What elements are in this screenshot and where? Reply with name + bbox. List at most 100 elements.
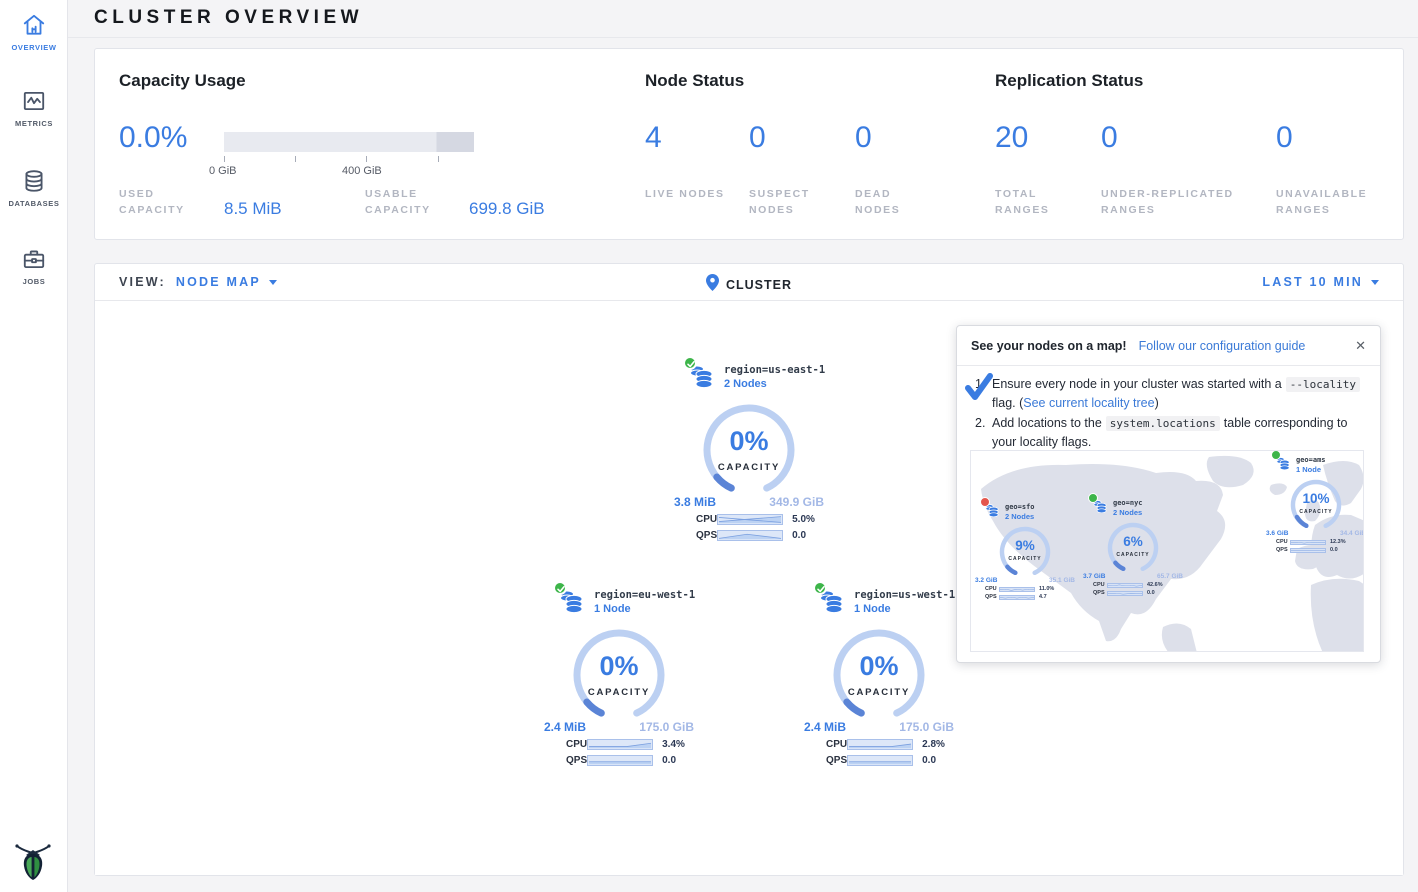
capacity-usage-title: Capacity Usage [119, 71, 246, 90]
qps-value: 0.0 [1330, 547, 1338, 553]
cpu-sparkline [847, 739, 914, 750]
dead-nodes-value: 0 [855, 121, 872, 154]
capacity-percent: 10% [1302, 491, 1330, 506]
node-live-check-icon [1088, 493, 1098, 503]
locality-tree-link[interactable]: See current locality tree [1023, 396, 1155, 411]
home-icon [0, 12, 68, 38]
capacity-used: 3.2 GiB [975, 577, 998, 584]
sidebar: OVERVIEW METRICS DATABASES [0, 0, 68, 892]
time-range-value: LAST 10 MIN [1262, 275, 1363, 289]
page-title: CLUSTER OVERVIEW [94, 7, 364, 28]
databases-group-icon [683, 356, 715, 389]
world-map-graphic [981, 455, 1363, 651]
qps-sparkline [847, 755, 914, 766]
node-map-area: region=us-east-1 2 Nodes 0% CAPACITY 3.8… [95, 301, 1403, 875]
step-text: flag. ( [992, 396, 1024, 411]
close-icon[interactable]: ✕ [1355, 337, 1366, 353]
capacity-total: 175.0 GiB [899, 720, 954, 734]
sidebar-item-label: OVERVIEW [11, 43, 57, 52]
popup-header: See your nodes on a map! Follow our conf… [957, 326, 1380, 366]
region-gauge-eu-west-1[interactable]: region=eu-west-1 1 Node 0% CAPACITY 2.4 … [544, 581, 696, 766]
capacity-total: 349.9 GiB [769, 495, 824, 509]
capacity-tick [224, 156, 225, 162]
qps-label: QPS [985, 594, 997, 600]
cpu-sparkline [1107, 582, 1143, 588]
capacity-used: 3.6 GiB [1266, 530, 1289, 537]
databases-group-icon [1088, 493, 1108, 514]
cpu-label: CPU [566, 739, 588, 750]
qps-sparkline [587, 755, 654, 766]
step-text: Add locations to the [992, 415, 1102, 430]
chevron-down-icon [1371, 279, 1379, 285]
region-name: region=eu-west-1 [594, 589, 696, 601]
popup-title: See your nodes on a map! [971, 338, 1127, 353]
capacity-label: CAPACITY [847, 687, 911, 698]
databases-group-icon [553, 581, 585, 614]
used-capacity-label: USED CAPACITY [119, 188, 185, 217]
region-gauge-us-east-1[interactable]: region=us-east-1 2 Nodes 0% CAPACITY 3.8… [674, 356, 825, 541]
capacity-tick-label-start: 0 GiB [209, 165, 237, 177]
capacity-total: 34.4 GiB [1339, 530, 1364, 537]
view-mode-dropdown[interactable]: NODE MAP [176, 275, 277, 289]
capacity-used: 3.7 GiB [1083, 573, 1106, 580]
node-status-title: Node Status [645, 71, 745, 90]
live-nodes-value: 4 [645, 121, 662, 154]
capacity-tick [295, 156, 296, 162]
region-node-count-link[interactable]: 1 Node [854, 603, 891, 615]
capacity-total: 65.7 GiB [1156, 573, 1183, 580]
capacity-percent: 9% [1015, 538, 1035, 553]
under-replicated-value: 0 [1101, 121, 1118, 154]
step-number: 2. [975, 415, 986, 430]
sidebar-item-overview[interactable]: OVERVIEW [0, 12, 68, 52]
sidebar-item-jobs[interactable]: JOBS [0, 246, 68, 286]
capacity-used: 3.8 MiB [674, 495, 717, 509]
cpu-sparkline [1290, 539, 1326, 545]
capacity-label: CAPACITY [1299, 509, 1333, 515]
capacity-used: 2.4 MiB [804, 720, 847, 734]
capacity-gauge-arc [833, 629, 925, 717]
config-step-2: 2. Add locations to the system.locations t… [975, 414, 1364, 453]
breadcrumb[interactable]: CLUSTER [95, 274, 1403, 296]
cpu-sparkline [717, 514, 784, 525]
cpu-label: CPU [1093, 582, 1105, 588]
qps-sparkline [1107, 590, 1143, 596]
node-live-check-icon [553, 581, 567, 595]
system-locations-code: system.locations [1105, 415, 1220, 431]
cpu-sparkline [999, 586, 1035, 592]
cockroachdb-logo [13, 838, 53, 882]
databases-group-icon [980, 497, 1000, 518]
replication-status-title: Replication Status [995, 71, 1144, 90]
capacity-tick-label-mid: 400 GiB [342, 165, 382, 177]
region-gauge-us-west-1[interactable]: region=us-west-1 1 Node 0% CAPACITY 2.4 … [804, 581, 955, 766]
cpu-sparkline [587, 739, 654, 750]
sidebar-item-databases[interactable]: DATABASES [0, 168, 68, 208]
region-node-count-link[interactable]: 1 Node [594, 603, 631, 615]
locality-flag-code: --locality [1285, 377, 1360, 392]
sidebar-item-metrics[interactable]: METRICS [0, 88, 68, 128]
suspect-nodes-value: 0 [749, 121, 766, 154]
example-region-nyc: geo=nyc 2 Nodes 6% CAPACITY [1081, 493, 1185, 596]
step-text: ) [1154, 396, 1159, 411]
region-node-count-link[interactable]: 2 Nodes [724, 378, 767, 390]
configuration-guide-link[interactable]: Follow our configuration guide [1138, 338, 1306, 353]
region-name: geo=nyc [1113, 499, 1143, 507]
time-range-dropdown[interactable]: LAST 10 MIN [1262, 275, 1379, 289]
cpu-value: 2.8% [922, 739, 945, 750]
capacity-label: CAPACITY [587, 687, 651, 698]
qps-sparkline [1290, 547, 1326, 553]
cpu-label: CPU [985, 586, 997, 592]
capacity-percent: 6% [1123, 534, 1143, 549]
qps-value: 0.0 [922, 755, 937, 766]
cpu-value: 12.3% [1330, 539, 1346, 545]
capacity-total: 175.0 GiB [639, 720, 694, 734]
capacity-tick [438, 156, 439, 162]
capacity-tick [366, 156, 367, 162]
cpu-label: CPU [1276, 539, 1288, 545]
popup-body: 1. Ensure every node in your cluster was… [957, 366, 1380, 453]
view-mode-value: NODE MAP [175, 275, 261, 289]
capacity-label: CAPACITY [717, 462, 781, 473]
capacity-total: 35.1 GiB [1048, 577, 1075, 584]
region-node-count: 2 Nodes [1113, 508, 1143, 517]
cpu-value: 3.4% [662, 739, 685, 750]
